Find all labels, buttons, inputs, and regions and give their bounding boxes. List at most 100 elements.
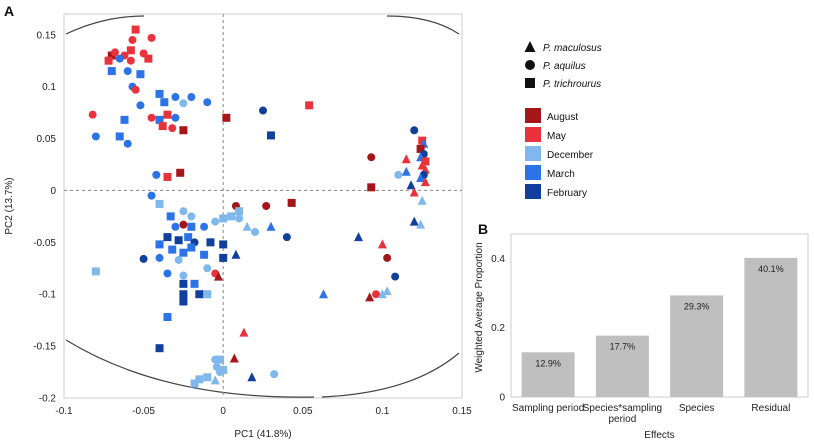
data-point-circle-february xyxy=(139,254,148,263)
legend-swatch-february xyxy=(525,184,541,199)
data-point-square-march xyxy=(136,70,145,79)
data-point-circle-march xyxy=(115,54,124,63)
data-point-square-december xyxy=(190,379,199,388)
data-point-triangle-december xyxy=(416,219,426,229)
y-tick-label: -0.2 xyxy=(39,394,57,405)
bar-y-axis-ticks: 0 0.2 0.4 xyxy=(491,254,505,404)
data-point-circle-march xyxy=(123,139,132,148)
legend-triangle-icon xyxy=(524,41,536,52)
data-point-circle-march xyxy=(155,253,164,262)
data-point-circle-december xyxy=(179,99,188,108)
data-point-square-may xyxy=(144,54,153,63)
data-point-square-december xyxy=(203,290,212,299)
data-point-triangle-may xyxy=(401,154,411,164)
confidence-ellipse-arc-top-left xyxy=(65,15,145,35)
data-point-circle-march xyxy=(171,93,180,102)
legend-square-icon xyxy=(525,78,535,88)
data-point-triangle-august xyxy=(229,353,239,363)
bars: 12.9% 17.7% 29.3% 40.1% xyxy=(521,257,798,397)
pca-plot-frame xyxy=(63,13,463,399)
data-point-triangle-march xyxy=(416,172,426,182)
data-point-triangle-may xyxy=(377,239,387,249)
bar-data-label: 12.9% xyxy=(535,358,561,368)
data-point-triangle-may xyxy=(239,327,249,337)
data-point-triangle-february xyxy=(231,249,241,259)
data-point-square-february xyxy=(266,131,275,140)
data-point-circle-march xyxy=(136,101,145,110)
data-point-square-march xyxy=(155,89,164,98)
data-point-square-december xyxy=(91,267,100,276)
data-point-square-february xyxy=(219,240,228,249)
data-point-circle-march xyxy=(91,132,100,141)
data-point-square-february xyxy=(179,297,188,306)
legend-swatch-december xyxy=(525,146,541,161)
data-point-square-august xyxy=(287,198,296,207)
species-legend: P. maculosus P. aquilus P. trichrourus xyxy=(524,41,602,90)
bar-category-label: Species*sampling xyxy=(583,403,663,414)
data-point-circle-august xyxy=(367,153,376,162)
data-point-square-march xyxy=(179,248,188,257)
bar-4 xyxy=(744,257,798,397)
pca-scatter-plot: -0.1 -0.05 0 0.05 0.1 0.15 0.150.10.050-0.05-… xyxy=(4,13,472,440)
data-point-square-february xyxy=(179,290,188,299)
data-point-square-december xyxy=(219,214,228,223)
data-point-circle-may xyxy=(147,113,156,122)
data-point-triangle-december xyxy=(382,286,392,296)
data-point-square-march xyxy=(200,250,209,259)
y-tick-label: -0.1 xyxy=(39,290,57,301)
legend-period-label: May xyxy=(547,131,566,142)
data-point-circle-may xyxy=(126,56,135,65)
data-point-circle-august xyxy=(179,220,188,229)
data-point-triangle-march xyxy=(401,166,411,176)
legend-period-label: March xyxy=(547,169,575,180)
data-point-square-august xyxy=(416,144,425,153)
data-point-triangle-december xyxy=(210,375,220,385)
x-axis-label: PC1 (41.8%) xyxy=(234,429,291,440)
data-point-square-march xyxy=(190,279,199,288)
x-tick-label: 0.05 xyxy=(293,406,313,417)
data-point-square-february xyxy=(195,290,204,299)
bar-3 xyxy=(670,295,724,397)
data-point-circle-march xyxy=(200,222,209,231)
y-tick-label: 0.05 xyxy=(37,134,57,145)
bar-category-label: Species xyxy=(679,403,715,414)
data-point-square-march xyxy=(187,222,196,231)
data-point-circle-december xyxy=(203,264,212,273)
bar-1 xyxy=(521,352,575,397)
bar-data-label: 29.3% xyxy=(684,301,710,311)
data-point-square-february xyxy=(163,233,172,242)
panel-b-label: B xyxy=(478,221,488,237)
data-point-square-august xyxy=(179,126,188,135)
data-point-square-may xyxy=(421,157,430,166)
data-point-square-december xyxy=(195,375,204,384)
bar-chart: 0 0.2 0.4 12.9% 17.7% 29.3% 40.1% Sampling pe… xyxy=(474,233,809,441)
data-point-square-december xyxy=(203,373,212,382)
data-point-circle-february xyxy=(282,233,291,242)
data-point-square-march xyxy=(184,233,193,242)
data-point-circle-march xyxy=(152,170,161,179)
legend-species-label: P. maculosus xyxy=(543,43,602,54)
bar-data-label: 17.7% xyxy=(610,342,636,352)
data-point-circle-may xyxy=(110,48,119,57)
legend-period-label: December xyxy=(547,150,594,161)
data-point-triangle-december xyxy=(377,289,387,299)
y-axis-label: PC2 (13.7%) xyxy=(4,177,15,234)
data-point-circle-december xyxy=(187,212,196,221)
data-point-square-march xyxy=(168,245,177,254)
legend-circle-icon xyxy=(525,60,535,70)
data-point-square-may xyxy=(163,172,172,181)
bar-category-label: period xyxy=(608,414,636,425)
data-point-square-march xyxy=(160,98,169,107)
legend-species-label: P. trichrourus xyxy=(543,79,601,90)
data-point-circle-december xyxy=(235,214,244,223)
confidence-ellipse-arc-top-right xyxy=(386,15,460,35)
data-point-circle-december xyxy=(179,207,188,216)
bar-2 xyxy=(595,335,649,397)
data-point-square-february xyxy=(179,279,188,288)
legend-species-label: P. aquilus xyxy=(543,61,586,72)
legend: P. maculosus P. aquilus P. trichrourus Aug… xyxy=(524,41,602,199)
data-point-triangle-august xyxy=(365,292,375,302)
data-point-circle-december xyxy=(270,370,279,379)
data-point-square-march xyxy=(120,115,129,124)
